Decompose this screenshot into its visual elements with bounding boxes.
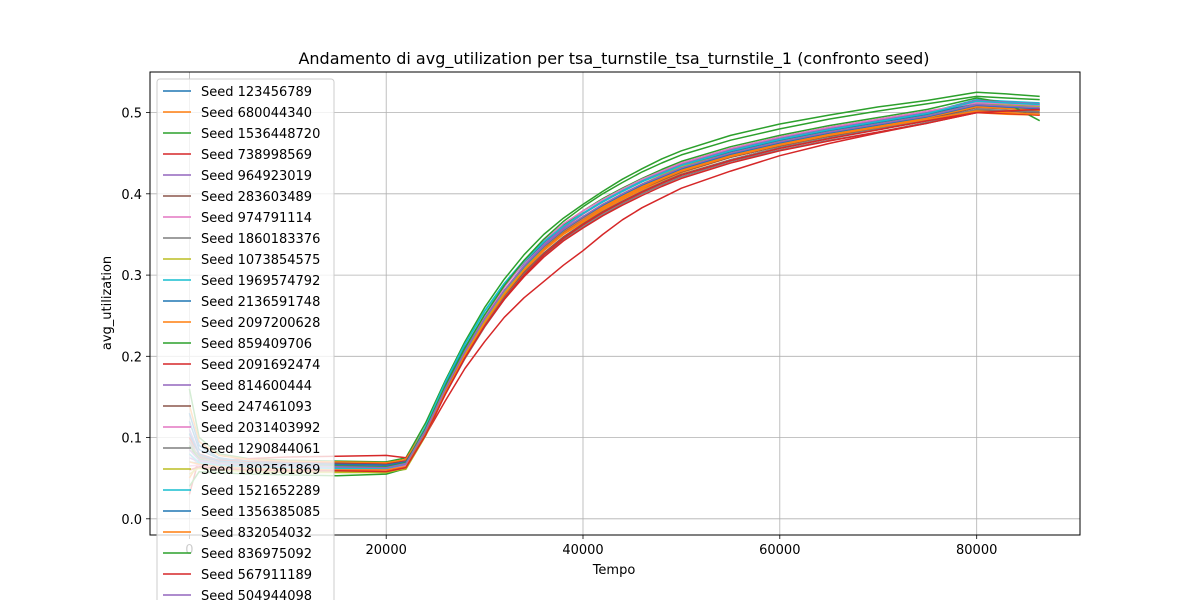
legend: Seed 123456789 Seed 680044340 Seed 1536448… — [156, 78, 335, 600]
legend-entry: Seed 680044340 — [201, 106, 312, 121]
x-tick-label: 40000 — [562, 543, 603, 558]
series-lines — [188, 91, 1041, 495]
y-tick-label: 0.1 — [121, 432, 142, 447]
legend-entry: Seed 1356385085 — [201, 505, 320, 520]
x-tick-label: 60000 — [759, 543, 800, 558]
legend-entry: Seed 836975092 — [201, 547, 312, 562]
legend-entry: Seed 123456789 — [201, 85, 312, 100]
legend-entry: Seed 859409706 — [201, 337, 312, 352]
y-axis-ticks: 0.0 0.1 0.2 0.3 0.4 0.5 — [121, 107, 150, 528]
x-tick-label: 80000 — [956, 543, 997, 558]
legend-entry: Seed 1290844061 — [201, 442, 320, 457]
legend-entry: Seed 832054032 — [201, 526, 312, 541]
legend-entry: Seed 1802561869 — [201, 463, 320, 478]
legend-entry: Seed 738998569 — [201, 148, 312, 163]
legend-entry: Seed 283603489 — [201, 190, 312, 205]
legend-entry: Seed 1969574792 — [201, 274, 320, 289]
y-tick-label: 0.0 — [121, 513, 142, 528]
legend-entry: Seed 1860183376 — [201, 232, 320, 247]
y-tick-label: 0.4 — [121, 188, 142, 203]
legend-entry: Seed 974791114 — [201, 211, 312, 226]
x-tick-label: 20000 — [366, 543, 407, 558]
y-axis-label: avg_utilization — [100, 256, 115, 350]
legend-entry: Seed 504944098 — [201, 589, 312, 600]
legend-entry: Seed 2091692474 — [201, 358, 320, 373]
legend-entry: Seed 1536448720 — [201, 127, 320, 142]
y-tick-label: 0.2 — [121, 350, 142, 365]
legend-entry: Seed 567911189 — [201, 568, 312, 583]
legend-entry: Seed 2097200628 — [201, 316, 320, 331]
legend-entry: Seed 2136591748 — [201, 295, 320, 310]
x-axis-label: Tempo — [592, 563, 636, 578]
legend-entry: Seed 964923019 — [201, 169, 312, 184]
chart-title: Andamento di avg_utilization per tsa_tur… — [298, 49, 929, 69]
y-tick-label: 0.3 — [121, 269, 142, 284]
legend-entry: Seed 814600444 — [201, 379, 312, 394]
legend-box — [156, 78, 335, 600]
legend-entry: Seed 247461093 — [201, 400, 312, 415]
legend-entry: Seed 2031403992 — [201, 421, 320, 436]
legend-entry: Seed 1521652289 — [201, 484, 320, 499]
legend-entry: Seed 1073854575 — [201, 253, 320, 268]
plot-frame — [149, 71, 1081, 536]
y-tick-label: 0.5 — [121, 107, 142, 122]
